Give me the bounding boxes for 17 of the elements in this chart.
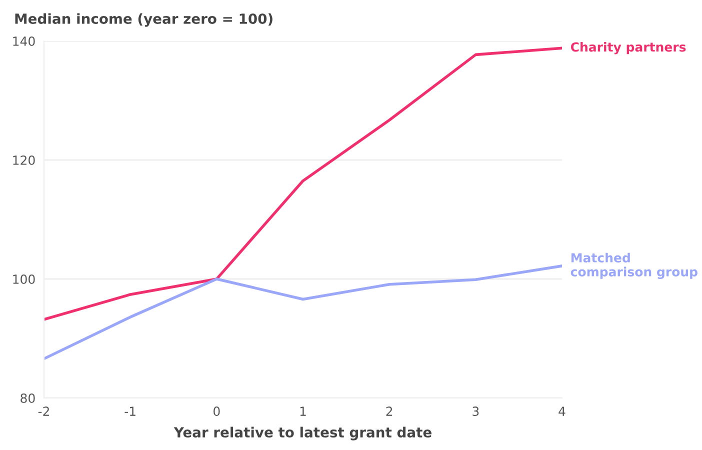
x-tick-label: -1: [124, 406, 136, 416]
x-axis-title: Year relative to latest grant date: [174, 426, 432, 440]
line-series: [44, 264, 562, 360]
x-tick-label: 0: [214, 406, 220, 416]
x-tick-label: 3: [472, 406, 479, 416]
x-tick-label: 1: [300, 406, 306, 416]
series-label: Matched comparison group: [570, 252, 698, 280]
x-tick-label: 2: [386, 406, 392, 416]
x-tick-label: 4: [558, 406, 566, 416]
x-tick-label: -2: [38, 406, 49, 416]
series-label: Charity partners: [570, 42, 686, 54]
y-tick-label: 100: [13, 274, 35, 284]
y-tick-label: 140: [13, 36, 35, 46]
chart-title: Median income (year zero = 100): [15, 13, 272, 27]
line-series: [44, 46, 562, 321]
y-tick-label: 120: [13, 155, 35, 165]
y-tick-label: 80: [20, 393, 35, 403]
